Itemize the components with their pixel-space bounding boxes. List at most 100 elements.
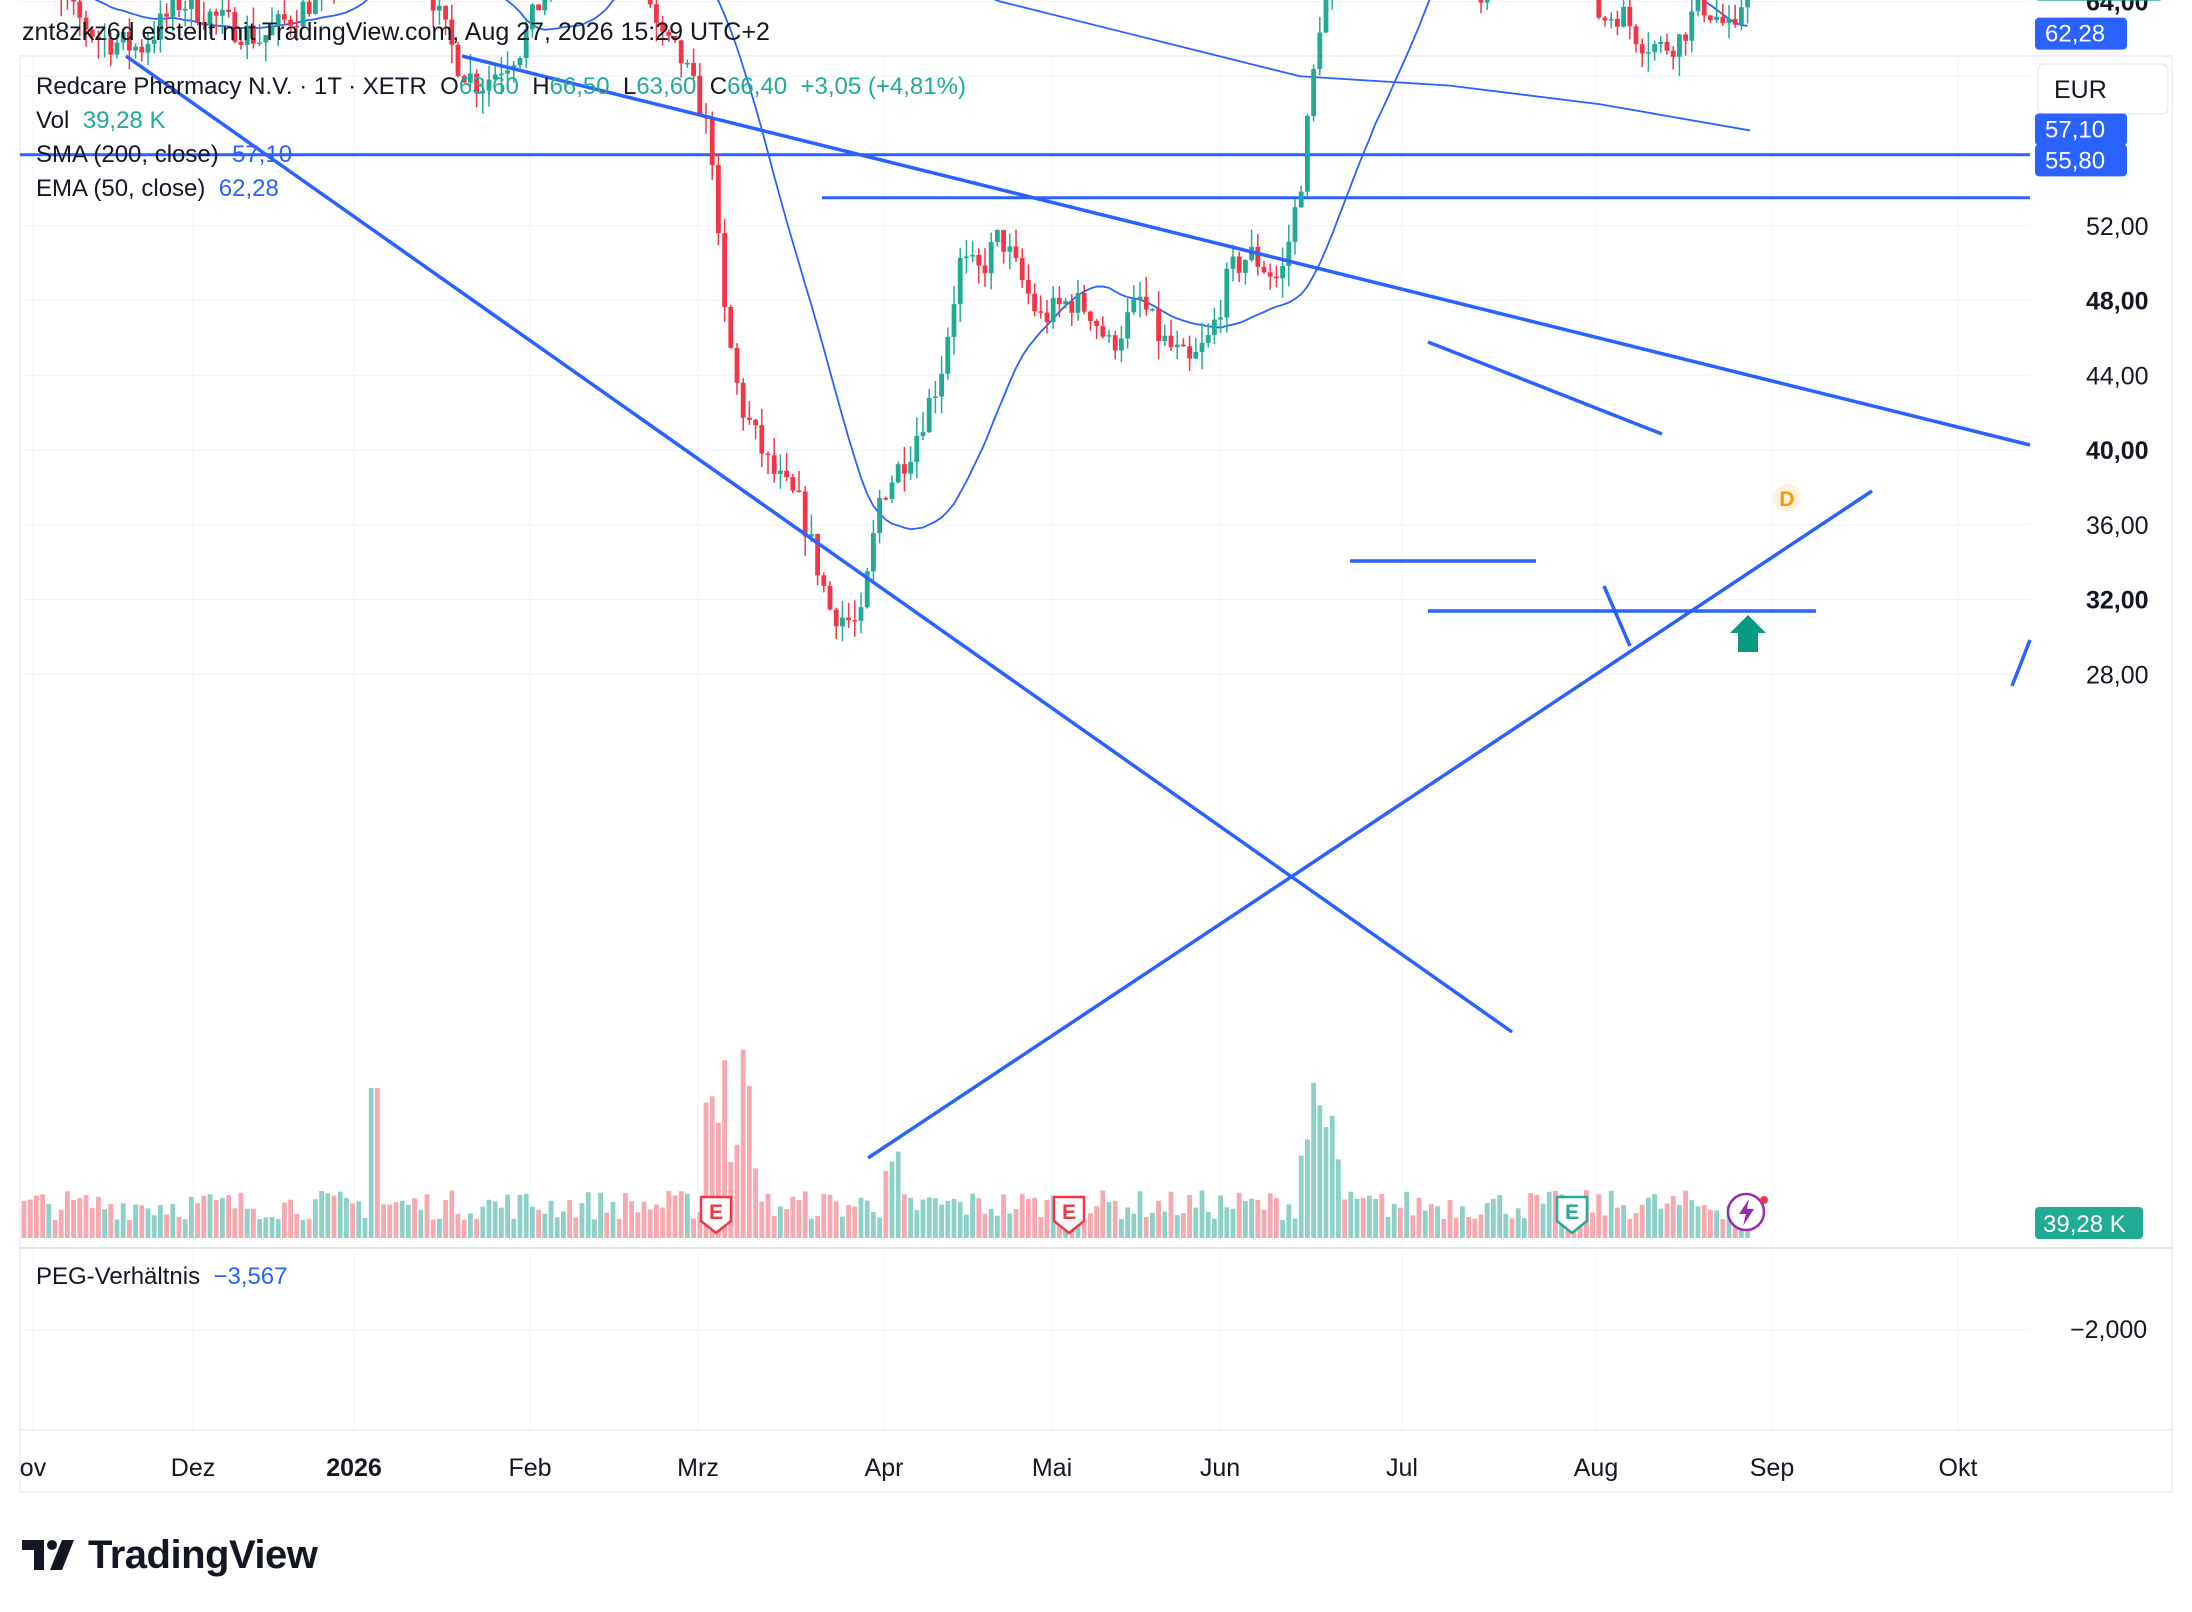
- volume-bar: [1106, 1202, 1112, 1238]
- volume-bar: [579, 1203, 585, 1238]
- candle-body: [1720, 16, 1726, 24]
- volume-bar: [1596, 1194, 1602, 1238]
- volume-bar: [1100, 1190, 1106, 1238]
- candle-body: [1646, 52, 1651, 54]
- volume-bar: [1608, 1190, 1614, 1238]
- volume-bar: [1013, 1209, 1019, 1238]
- volume-bar: [1267, 1193, 1273, 1238]
- volume-bar: [1491, 1199, 1496, 1238]
- peg-legend[interactable]: PEG-Verhältnis −3,567: [36, 1263, 288, 1291]
- symbol-legend[interactable]: Redcare Pharmacy N.V. · 1T · XETR O63,60…: [36, 73, 966, 101]
- volume-bar: [604, 1212, 610, 1238]
- candle-body: [474, 73, 479, 94]
- time-tick-label: Mrz: [677, 1454, 719, 1482]
- open-label: O: [440, 73, 459, 100]
- volume-bar: [709, 1096, 715, 1238]
- volume-bar: [251, 1208, 256, 1238]
- volume-bar: [1137, 1191, 1143, 1238]
- symbol-name[interactable]: Redcare Pharmacy N.V. · 1T · XETR: [36, 73, 427, 100]
- price-tick-label: 36,00: [2086, 512, 2149, 540]
- candle-body: [920, 432, 926, 436]
- attribution-text: znt8zkz6d erstellt mit TradingView.com, …: [22, 18, 770, 46]
- candle-body: [871, 533, 876, 572]
- candle-body: [1255, 246, 1261, 267]
- tradingview-logo[interactable]: TradingView: [22, 1532, 318, 1578]
- candle-body: [840, 617, 845, 627]
- candle-body: [1081, 293, 1087, 312]
- volume-bar: [939, 1204, 944, 1238]
- volume-bar: [957, 1202, 963, 1238]
- candle-body: [691, 62, 696, 76]
- candle-body: [877, 497, 882, 534]
- volume-label: Vol: [36, 107, 70, 134]
- volume-bar: [1497, 1194, 1502, 1238]
- sma-label: SMA (200, close): [36, 141, 219, 168]
- candle-body: [1013, 246, 1019, 258]
- volume-bar: [1131, 1213, 1137, 1238]
- volume-bar: [1670, 1195, 1676, 1238]
- candle-body: [908, 462, 913, 474]
- volume-bar: [796, 1200, 802, 1238]
- candle-body: [1261, 266, 1267, 273]
- volume-bar: [877, 1217, 882, 1238]
- ema-legend[interactable]: EMA (50, close) 62,28: [36, 175, 279, 203]
- candle-body: [523, 29, 529, 59]
- volume-bar: [443, 1199, 448, 1238]
- volume-bar: [1522, 1218, 1527, 1238]
- candle-body: [449, 19, 455, 45]
- event-markers[interactable]: E E E D: [699, 484, 1801, 1235]
- candle-body: [1478, 0, 1484, 3]
- price-axis[interactable]: 84,0080,0076,0072,0068,0064,0060,0052,00…: [1962, 0, 2169, 1344]
- volume-bar: [629, 1201, 634, 1238]
- volume-bar: [449, 1190, 455, 1238]
- ema-line: [94, 0, 1748, 531]
- volume-bar: [269, 1217, 275, 1238]
- volume-bar: [325, 1193, 331, 1238]
- candle-body: [226, 9, 231, 13]
- candle-body: [486, 79, 492, 91]
- volume-bar: [697, 1211, 703, 1238]
- volume-bar: [573, 1217, 579, 1238]
- volume-bar: [52, 1219, 58, 1238]
- volume-bar: [1528, 1193, 1533, 1238]
- sma-legend[interactable]: SMA (200, close) 57,10: [36, 141, 292, 169]
- volume-tag-box: [2035, 1207, 2143, 1239]
- time-axis[interactable]: ov Dez 2026 Feb Mrz Apr Mai Jun Jul Aug Sep Okt: [20, 1454, 1978, 1482]
- volume-bar: [381, 1204, 386, 1238]
- volume-legend[interactable]: Vol 39,28 K: [36, 107, 165, 135]
- volume-bar: [1460, 1206, 1465, 1238]
- candle-body: [158, 13, 163, 40]
- volume-bar: [89, 1207, 95, 1238]
- sma-line: [993, 0, 1751, 132]
- candle-body: [1633, 26, 1639, 45]
- volume-bar: [393, 1202, 399, 1238]
- volume-bar: [858, 1197, 864, 1238]
- volume-bar: [350, 1203, 355, 1238]
- volume-bar: [170, 1204, 176, 1238]
- volume-bar: [158, 1205, 163, 1238]
- volume-bar: [294, 1213, 300, 1238]
- volume-bar: [988, 1208, 994, 1238]
- price-tick-label: 40,00: [2086, 437, 2149, 465]
- candle-body: [833, 609, 839, 627]
- volume-bar: [1429, 1204, 1434, 1238]
- volume-bar: [1348, 1191, 1354, 1238]
- time-tick-label: Feb: [508, 1454, 551, 1482]
- volume-bar: [1162, 1211, 1168, 1238]
- candle-body: [461, 76, 467, 83]
- candle-body: [1739, 7, 1744, 25]
- volume-bar: [1447, 1200, 1453, 1238]
- volume-bar: [1652, 1194, 1657, 1238]
- volume-bar: [1701, 1205, 1707, 1238]
- trendlines[interactable]: [124, 54, 2032, 1160]
- volume-bar: [976, 1198, 982, 1238]
- open-value: 63,60: [458, 73, 519, 100]
- candle-body: [195, 0, 200, 23]
- candle-body: [1608, 18, 1614, 21]
- volume-bar: [1323, 1127, 1329, 1238]
- candle-body: [895, 464, 901, 483]
- price-tick-label: 64,00: [2086, 0, 2149, 17]
- sma-price-box: [2035, 113, 2127, 146]
- dividend-marker-icon: [1773, 484, 1801, 512]
